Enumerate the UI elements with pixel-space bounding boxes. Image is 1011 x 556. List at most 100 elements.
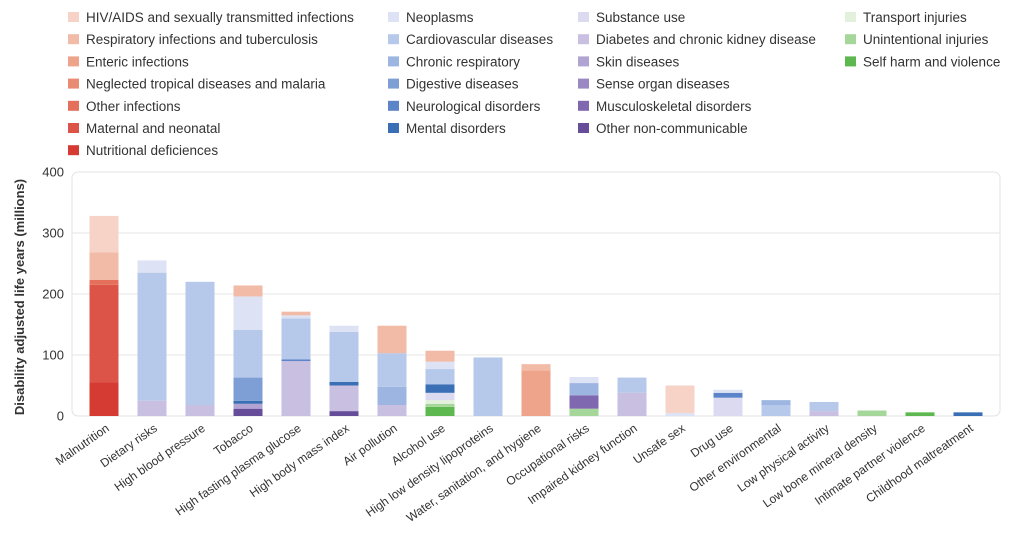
x-tick-label: High blood pressure <box>112 421 208 494</box>
bar-segment <box>89 284 119 383</box>
bar-segment <box>137 260 167 273</box>
legend-swatch <box>388 78 399 89</box>
y-tick-label: 400 <box>42 165 64 180</box>
legend-item-label: Digestive diseases <box>406 77 519 92</box>
legend-swatch <box>845 56 856 67</box>
bar-segment <box>281 311 311 316</box>
bar-segment <box>89 279 119 285</box>
legend-item-label: Maternal and neonatal <box>86 121 220 136</box>
bar-segment <box>953 412 983 416</box>
y-tick-label: 300 <box>42 226 64 241</box>
legend-swatch <box>388 100 399 111</box>
bar-segment <box>377 353 407 387</box>
bar-segment <box>425 400 455 404</box>
legend-item-label: Self harm and violence <box>863 54 1000 69</box>
bar-segment <box>137 400 167 416</box>
bar-segment <box>185 405 215 416</box>
bar-segment <box>89 215 119 253</box>
y-axis-label: Disability adjusted life years (millions… <box>12 179 27 415</box>
legend-swatch <box>578 78 589 89</box>
bar-segment <box>809 401 839 412</box>
bar-segment <box>713 392 743 398</box>
legend-item-label: Neurological disorders <box>406 99 541 114</box>
legend-swatch <box>68 34 79 45</box>
bar-segment <box>569 408 599 416</box>
legend-swatch <box>388 34 399 45</box>
legend-swatch <box>68 78 79 89</box>
bar-segment <box>425 361 455 370</box>
bar-segment <box>425 406 455 416</box>
bar-segment <box>281 359 311 362</box>
bar-segment <box>425 369 455 385</box>
y-tick-label: 0 <box>57 409 64 424</box>
bar-segment <box>665 412 695 416</box>
legend-item-label: Respiratory infections and tuberculosis <box>86 32 318 47</box>
bar-segment <box>377 386 407 406</box>
bar-segment <box>185 281 215 406</box>
x-tick-label: Unsafe sex <box>631 421 688 467</box>
legend: HIV/AIDS and sexually transmitted infect… <box>68 10 1000 158</box>
bar-segment <box>425 350 455 362</box>
bar-segment <box>233 400 263 404</box>
legend-item-label: HIV/AIDS and sexually transmitted infect… <box>86 10 354 25</box>
legend-swatch <box>578 12 589 22</box>
legend-item-label: Other non-communicable <box>596 121 748 136</box>
bars <box>89 215 983 416</box>
bar-segment <box>137 272 167 401</box>
bar-segment <box>521 370 551 416</box>
legend-swatch <box>845 12 856 22</box>
bar-segment <box>425 403 455 407</box>
bar-segment <box>857 410 887 416</box>
bar-segment <box>233 403 263 409</box>
bar-segment <box>761 405 791 416</box>
legend-swatch <box>68 12 79 22</box>
bar-segment <box>569 383 599 396</box>
bar-segment <box>521 364 551 371</box>
bar-segment <box>617 392 647 416</box>
legend-swatch <box>388 12 399 22</box>
legend-item-label: Chronic respiratory <box>406 54 520 69</box>
bar-segment <box>329 381 359 386</box>
bar-segment <box>329 411 359 416</box>
legend-swatch <box>68 145 79 156</box>
legend-item-label: Musculoskeletal disorders <box>596 99 752 114</box>
bar-segment <box>569 376 599 384</box>
bar-segment <box>809 411 839 416</box>
bar-segment <box>233 285 263 297</box>
bar-segment <box>905 412 935 416</box>
legend-item-label: Other infections <box>86 99 181 114</box>
legend-swatch <box>388 56 399 67</box>
legend-swatch <box>388 123 399 133</box>
bar-segment <box>89 252 119 280</box>
bar-segment <box>761 400 791 406</box>
legend-item-label: Skin diseases <box>596 54 680 69</box>
legend-swatch <box>68 56 79 67</box>
bar-segment <box>569 395 599 409</box>
legend-item-label: Cardiovascular diseases <box>406 32 553 47</box>
legend-swatch <box>578 100 589 111</box>
bar-segment <box>233 329 263 378</box>
legend-item-label: Enteric infections <box>86 54 189 69</box>
legend-item-label: Unintentional injuries <box>863 32 989 47</box>
legend-swatch <box>68 100 79 111</box>
plot-area <box>71 171 1001 417</box>
x-tick-label: Air pollution <box>340 421 399 468</box>
bar-segment <box>233 408 263 416</box>
bar-segment <box>425 384 455 393</box>
bar-segment <box>665 385 695 413</box>
legend-item-label: Substance use <box>596 10 685 25</box>
bar-segment <box>377 325 407 354</box>
y-axis: 0 100 200 300 400 <box>42 165 64 424</box>
bar-segment <box>329 331 359 382</box>
bar-segment <box>281 361 311 416</box>
bar-segment <box>713 397 743 416</box>
legend-item-label: Neglected tropical diseases and malaria <box>86 77 326 92</box>
bar-segment <box>473 357 503 416</box>
legend-item-label: Nutritional deficiences <box>86 143 218 158</box>
legend-item-label: Diabetes and chronic kidney disease <box>596 32 816 47</box>
bar-segment <box>233 296 263 330</box>
legend-swatch <box>578 123 589 133</box>
legend-item-label: Transport injuries <box>863 10 967 25</box>
